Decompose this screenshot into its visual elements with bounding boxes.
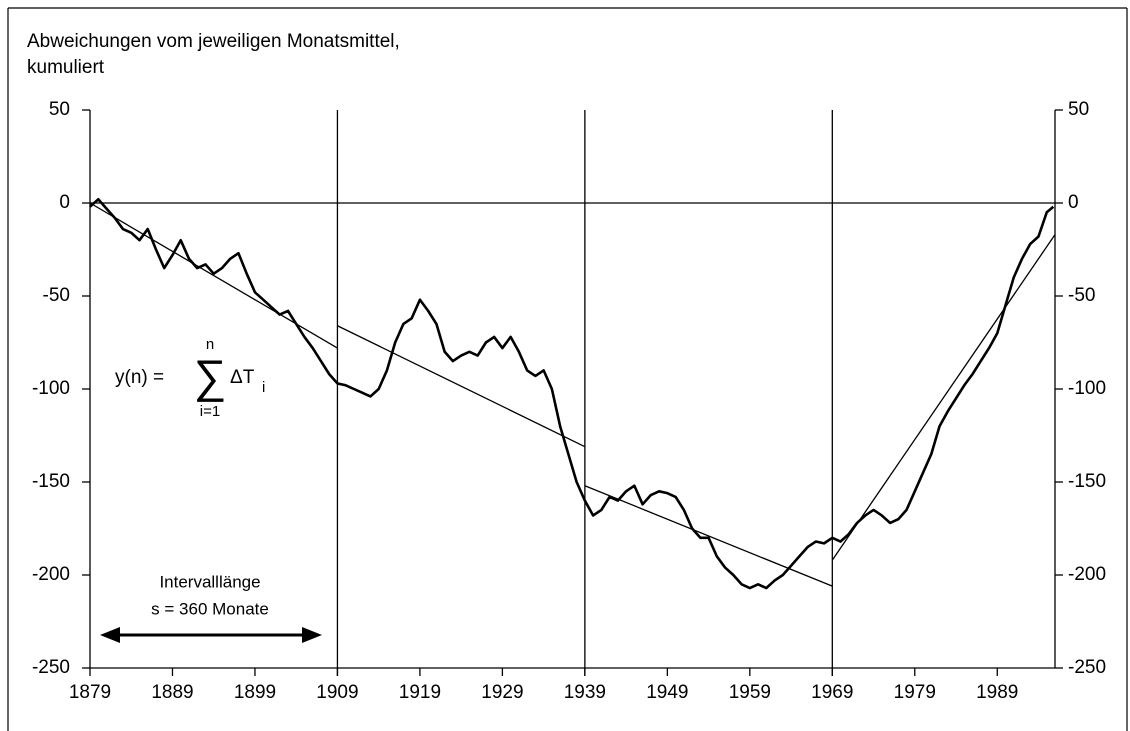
y-tick-label: 0 bbox=[59, 192, 70, 213]
formula-lhs: y(n) = bbox=[115, 367, 164, 388]
y-tick-label: 50 bbox=[49, 99, 70, 120]
y-tick-label: -50 bbox=[43, 285, 70, 306]
x-tick-label: 1979 bbox=[894, 682, 936, 703]
trend-line bbox=[831, 234, 1056, 561]
y-tick-label-right: -100 bbox=[1068, 378, 1106, 399]
y-tick-label-right: -250 bbox=[1068, 657, 1106, 678]
trend-line bbox=[337, 325, 586, 448]
formula-lower: i=1 bbox=[200, 403, 220, 420]
x-tick-label: 1959 bbox=[729, 682, 771, 703]
interval-annotation: Intervalllänge s = 360 Monate bbox=[100, 572, 322, 643]
y-tick-label-right: -200 bbox=[1068, 564, 1106, 585]
x-tick-label: 1909 bbox=[316, 682, 358, 703]
formula-term: ΔT bbox=[230, 367, 255, 388]
x-tick-label: 1969 bbox=[811, 682, 853, 703]
y-tick-label-right: -150 bbox=[1068, 471, 1106, 492]
x-tick-label: 1929 bbox=[481, 682, 523, 703]
trend-line bbox=[584, 485, 833, 587]
x-tick-label: 1889 bbox=[151, 682, 193, 703]
formula-sum: ∑ bbox=[194, 350, 227, 402]
y-tick-label-right: 50 bbox=[1068, 99, 1089, 120]
x-tick-label: 1879 bbox=[69, 682, 111, 703]
x-tick-label: 1899 bbox=[234, 682, 276, 703]
x-tick-label: 1989 bbox=[976, 682, 1018, 703]
y-tick-label: -200 bbox=[32, 564, 70, 585]
formula: y(n) = ∑ n i=1 ΔT i bbox=[115, 336, 265, 420]
data-line bbox=[89, 197, 1055, 590]
y-tick-label-right: 0 bbox=[1068, 192, 1079, 213]
interval-label: Intervalllänge bbox=[159, 572, 260, 591]
arrow-head bbox=[302, 627, 322, 643]
y-tick-label-right: -50 bbox=[1068, 285, 1095, 306]
frame bbox=[7, 7, 1128, 731]
x-tick-label: 1949 bbox=[646, 682, 688, 703]
formula-sub: i bbox=[262, 379, 265, 396]
trend-line bbox=[89, 202, 338, 349]
y-tick-label: -250 bbox=[32, 657, 70, 678]
y-tick-label: -150 bbox=[32, 471, 70, 492]
x-tick-label: 1939 bbox=[564, 682, 606, 703]
chart-title: Abweichungen vom jeweiligen Monatsmittel… bbox=[27, 31, 400, 52]
y-tick-label: -100 bbox=[32, 378, 70, 399]
arrow-head bbox=[100, 627, 120, 643]
formula-upper: n bbox=[206, 336, 214, 353]
chart-title: kumuliert bbox=[27, 57, 105, 78]
x-tick-label: 1919 bbox=[399, 682, 441, 703]
interval-label: s = 360 Monate bbox=[151, 599, 269, 618]
